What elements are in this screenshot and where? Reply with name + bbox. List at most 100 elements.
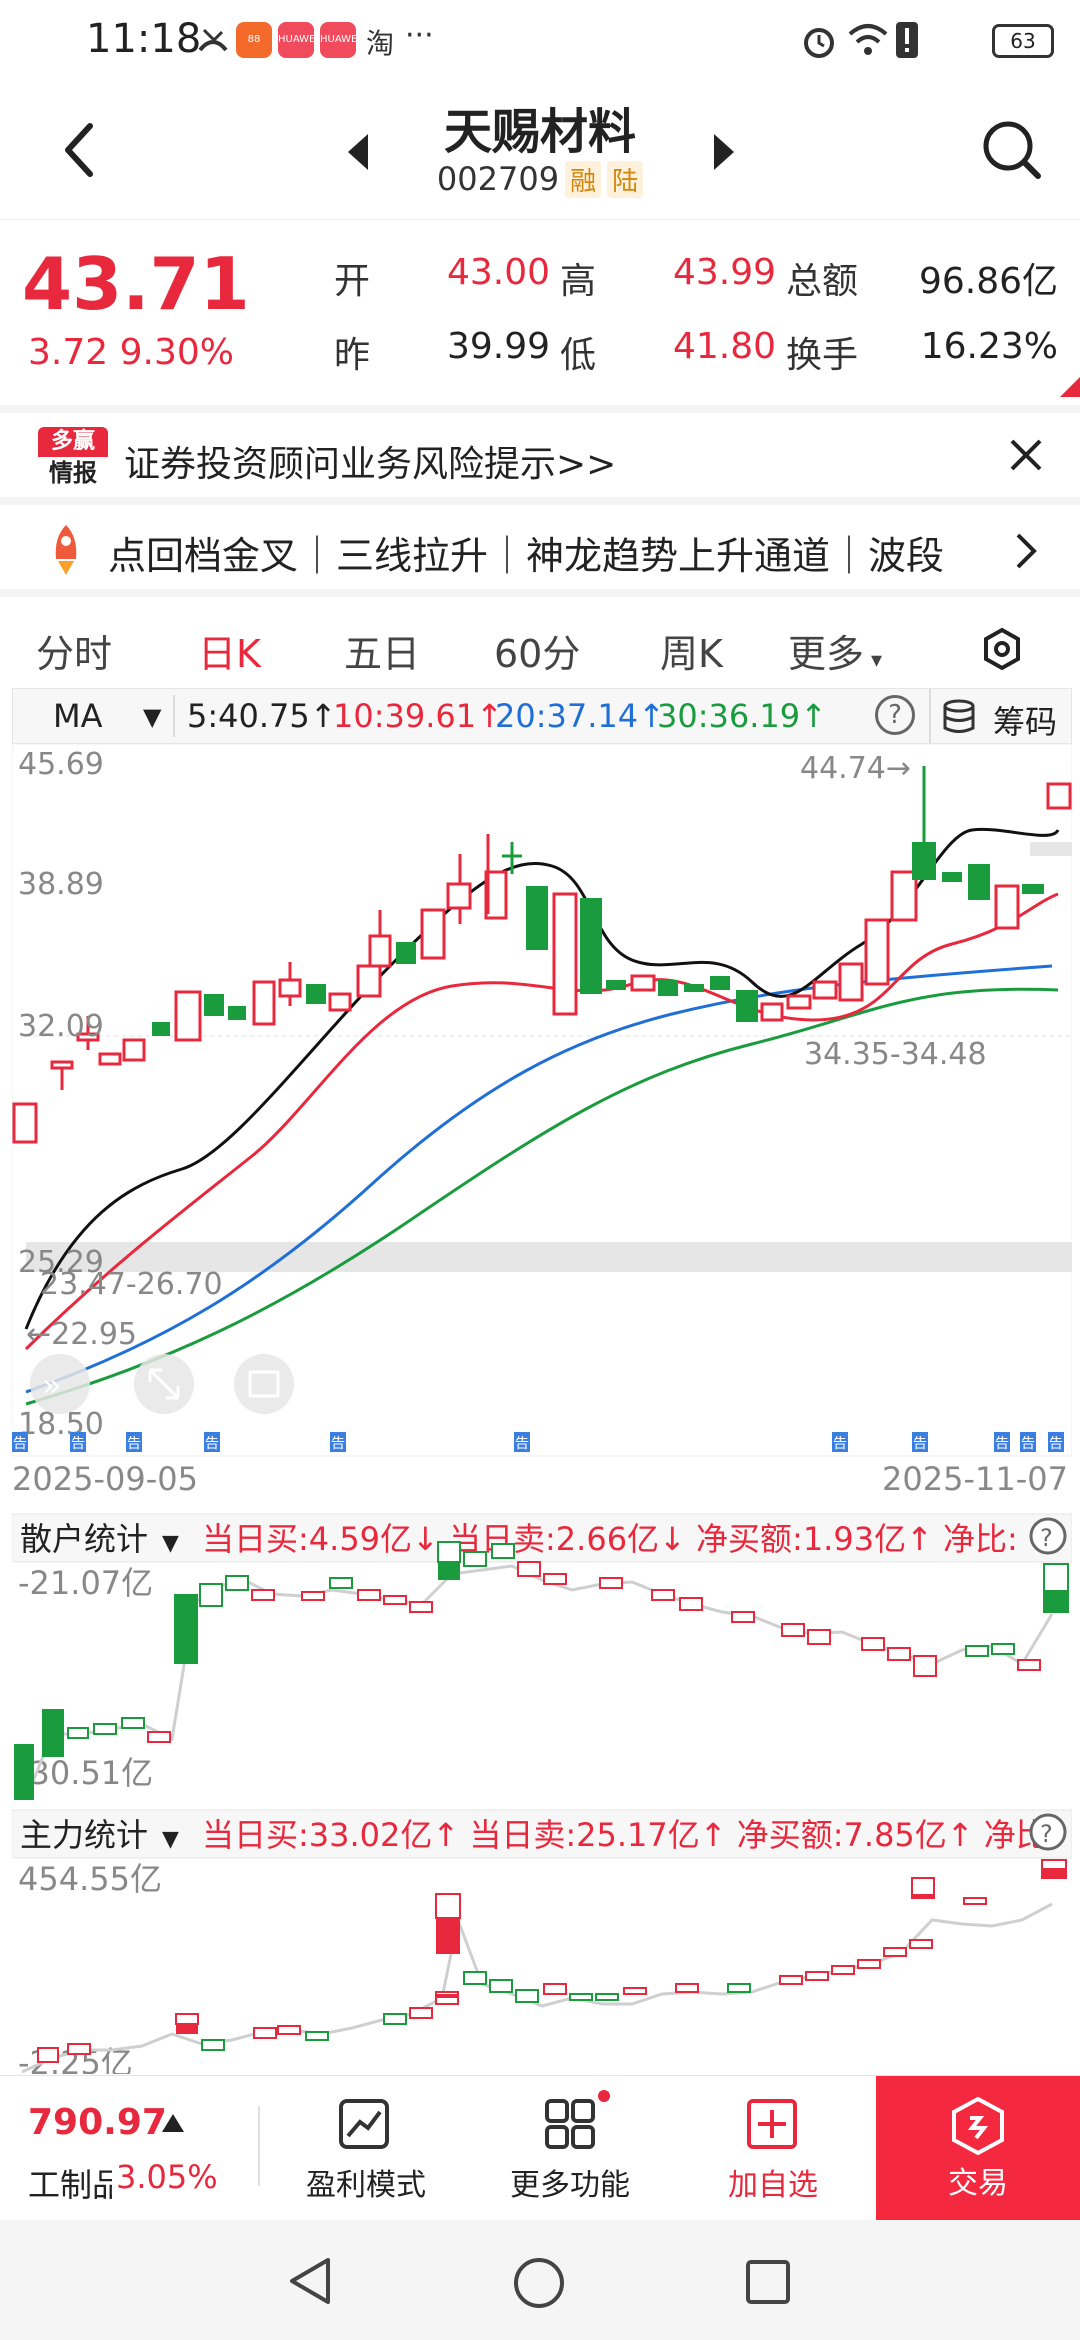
signal-ticker[interactable]: 点回档金叉｜三线拉升｜神龙趋势上升通道｜波段: [0, 505, 1080, 597]
grid-icon[interactable]: [544, 2098, 596, 2150]
index-pct[interactable]: 3.05%: [116, 2158, 218, 2196]
start-date: 2025-09-05: [12, 1460, 198, 1498]
y-label-2: 38.89: [18, 867, 104, 902]
profit-chart-icon[interactable]: [338, 2098, 390, 2150]
main-top-label: 454.55亿: [18, 1860, 162, 1898]
chip-icon[interactable]: [941, 699, 977, 735]
nav-recent-icon[interactable]: [744, 2258, 792, 2306]
high-value: 43.99: [672, 252, 776, 293]
risk-banner[interactable]: 多赢 情报 证券投资顾问业务风险提示>>: [0, 405, 1080, 505]
notice-marker-label: 告: [205, 1436, 219, 1452]
last-price: 43.71: [22, 242, 250, 326]
amount-label: 总额: [786, 261, 859, 302]
y-label-4: 25.29: [18, 1245, 104, 1280]
search-icon[interactable]: [980, 118, 1044, 182]
nav-home-icon[interactable]: [512, 2256, 566, 2310]
more-functions-label[interactable]: 更多功能: [510, 2168, 630, 2203]
index-name[interactable]: 工制品: [28, 2166, 112, 2204]
open-label: 开: [334, 261, 371, 302]
notice-marker-label: 告: [515, 1436, 529, 1452]
connect-tag: 陆: [607, 161, 644, 198]
main-title: 主力统计: [20, 1816, 148, 1854]
tab-daily-k[interactable]: 日K: [198, 623, 261, 696]
notice-marker-label: 告: [1049, 1436, 1063, 1452]
stock-code-line: 002709 融陆: [0, 160, 1080, 198]
chip-label[interactable]: 筹码: [993, 703, 1058, 741]
retail-top-label: -21.07亿: [18, 1564, 153, 1602]
tab-weekly-k[interactable]: 周K: [660, 632, 723, 676]
bottom-toolbar: 790.97 工制品 3.05% 盈利模式 更多功能 加自选 交易: [0, 2075, 1080, 2221]
back-icon[interactable]: [60, 120, 100, 180]
profit-mode-label[interactable]: 盈利模式: [306, 2168, 426, 2203]
ma10-value: 10:39.61↑: [333, 697, 503, 735]
ma-selector[interactable]: MA: [53, 697, 103, 735]
system-nav-bar: [0, 2220, 1080, 2340]
index-value[interactable]: 790.97: [28, 2102, 167, 2143]
fast-forward-icon[interactable]: [30, 1354, 90, 1414]
huawei-app-icon: HUAWEI: [278, 22, 318, 58]
notice-marker-label: 告: [13, 1436, 27, 1452]
nav-back-icon[interactable]: [286, 2256, 334, 2306]
taobao-icon: 淘: [366, 27, 395, 60]
next-stock-icon[interactable]: [710, 130, 738, 174]
kline-chart[interactable]: 45.69 38.89 32.09 25.29 18.50 44.74→ 34.…: [12, 744, 1072, 2074]
ticker-text: 点回档金叉｜三线拉升｜神龙趋势上升通道｜波段: [108, 534, 945, 578]
alarm-icon: [804, 28, 834, 58]
ma20-value: 20:37.14↑: [495, 697, 665, 735]
indicator-list-icon[interactable]: [234, 1354, 294, 1414]
ma30-value: 30:36.19↑: [657, 697, 827, 735]
help-icon[interactable]: ?: [875, 695, 915, 735]
prev-label: 昨: [334, 335, 371, 376]
tab-60min[interactable]: 60分: [494, 632, 581, 676]
high-label: 高: [560, 261, 597, 302]
ma-indicator-bar: MA ▼ 5:40.75↑ 10:39.61↑ 20:37.14↑ 30:36.…: [12, 688, 1072, 744]
svg-text:»: »: [42, 1366, 62, 1404]
alert-icon: [896, 22, 918, 58]
y-label-3: 32.09: [18, 1009, 104, 1044]
status-time: 11:18: [86, 16, 202, 62]
svg-text:?: ?: [1040, 1820, 1053, 1848]
add-watchlist-icon[interactable]: [746, 2098, 798, 2150]
notice-marker-label: 告: [995, 1436, 1009, 1452]
margin-tag: 融: [565, 161, 602, 198]
retail-help-icon[interactable]: [1029, 1517, 1067, 1555]
wifi-icon: [848, 24, 888, 55]
main-help-icon[interactable]: [1029, 1813, 1067, 1851]
retail-bars: [14, 1541, 1069, 1800]
tab-five-day[interactable]: 五日: [344, 632, 421, 676]
notice-marker-label: 告: [1021, 1436, 1035, 1452]
chevron-right-icon[interactable]: [1014, 531, 1040, 571]
prev-stock-icon[interactable]: [344, 130, 372, 174]
risk-text[interactable]: 证券投资顾问业务风险提示>>: [124, 444, 617, 485]
turnover-label: 换手: [786, 335, 859, 376]
notice-marker-label: 告: [331, 1436, 345, 1452]
missed-call-icon: [198, 28, 228, 52]
main-bars: [37, 1859, 1067, 2063]
trade-label: 交易: [948, 2166, 1008, 2201]
settings-icon[interactable]: [980, 627, 1024, 671]
end-date: 2025-11-07: [882, 1460, 1068, 1498]
low-annotation: ←22.95: [26, 1317, 137, 1352]
retail-bottom-label: -30.51亿: [18, 1754, 153, 1792]
notice-markers: 告告告告告告告告告告告: [12, 1432, 1064, 1452]
chart-expand-controls[interactable]: »: [30, 1354, 294, 1414]
duoying-logo: 多赢 情报: [38, 427, 108, 489]
tab-intraday[interactable]: 分时: [36, 632, 113, 676]
chevron-down-icon[interactable]: ▼: [143, 703, 162, 731]
stock-code: 002709: [436, 160, 560, 198]
status-bar: 11:18 88 HUAWEI HUAWEI 淘 ··· 63: [0, 0, 1080, 80]
tab-more[interactable]: 更多 ▾: [788, 632, 883, 676]
range-annotation-2: 23.47-26.70: [40, 1267, 223, 1302]
add-watchlist-label[interactable]: 加自选: [728, 2168, 818, 2203]
candlesticks: [12, 766, 1072, 1144]
stock-name: 天赐材料: [443, 104, 636, 160]
close-icon[interactable]: [1008, 437, 1044, 473]
quote-panel: 43.71 3.72 9.30% 开 43.00 高 43.99 总额 96.8…: [0, 222, 1080, 397]
period-tabs: 分时 日K 五日 60分 周K 更多 ▾: [0, 605, 1080, 696]
turnover-value: 16.23%: [920, 326, 1058, 367]
app-badge-icon: 88: [236, 22, 272, 58]
trade-button[interactable]: 交易: [876, 2076, 1080, 2221]
retail-title: 散户统计: [20, 1520, 148, 1558]
amount-value: 96.86亿: [918, 261, 1058, 302]
chevron-down-icon: ▾: [864, 648, 883, 673]
